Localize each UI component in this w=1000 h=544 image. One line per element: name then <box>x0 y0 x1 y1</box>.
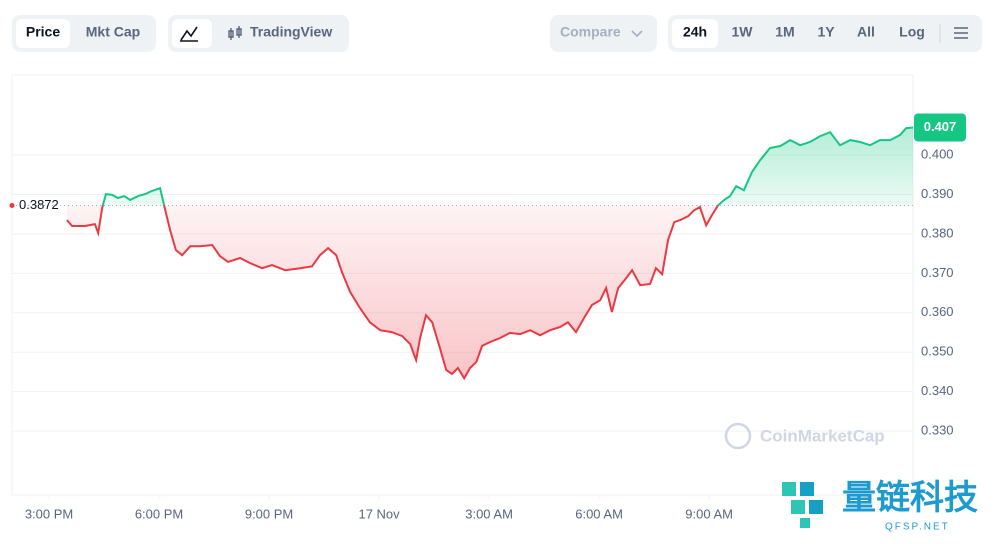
x-tick-label: 3:00 PM <box>25 506 73 521</box>
watermark-logo <box>724 422 752 450</box>
x-tick-label: 9:00 PM <box>245 506 293 521</box>
y-tick-label: 0.400 <box>921 146 954 161</box>
y-tick-label: 0.350 <box>921 344 954 359</box>
settings-icon[interactable] <box>954 27 968 39</box>
range-group <box>668 15 982 52</box>
y-tick-label: 0.370 <box>921 265 954 280</box>
candle-icon <box>228 26 242 40</box>
overlay-logo <box>782 482 823 528</box>
range-label[interactable]: All <box>857 24 875 40</box>
x-tick-label: 9:00 AM <box>685 506 733 521</box>
watermark: CoinMarketCap <box>760 426 885 445</box>
compare-label[interactable]: Compare <box>560 24 621 40</box>
y-tick-label: 0.360 <box>921 304 954 319</box>
y-tick-label: 0.390 <box>921 186 954 201</box>
price-line-up <box>101 126 914 206</box>
chevron <box>631 30 643 38</box>
range-selected <box>672 19 718 48</box>
baseline-label: 0.3872 <box>19 197 59 212</box>
x-tick-label: 3:00 AM <box>465 506 513 521</box>
chart-type-group <box>168 15 349 52</box>
x-tick-label: 17 Nov <box>358 506 400 521</box>
y-tick-label: 0.380 <box>921 225 954 240</box>
price-label[interactable]: Price <box>26 24 60 40</box>
area-down <box>67 205 719 379</box>
area-up <box>67 127 913 206</box>
x-tick-label: 6:00 PM <box>135 506 183 521</box>
range-label[interactable]: 1M <box>775 24 794 40</box>
log-label[interactable]: Log <box>899 24 925 40</box>
x-tick-label: 6:00 AM <box>575 506 623 521</box>
compare-button[interactable] <box>550 15 657 52</box>
overlay-site: QFSP.NET <box>885 522 950 533</box>
range-label[interactable]: 24h <box>683 24 707 40</box>
mkt-cap-label[interactable]: Mkt Cap <box>86 24 140 40</box>
line-icon <box>180 26 198 42</box>
current-price-tag <box>914 113 966 142</box>
baseline-dot <box>9 203 15 209</box>
overlay-brand: 量链科技 <box>842 479 978 517</box>
y-tick-label: 0.340 <box>921 383 954 398</box>
y-tick-label: 0.330 <box>921 423 954 438</box>
price-line-down <box>66 205 720 381</box>
range-label[interactable]: 1Y <box>817 24 835 40</box>
tradingview-label[interactable]: TradingView <box>250 24 332 40</box>
current-price-label: 0.407 <box>924 119 957 134</box>
price-button[interactable] <box>16 19 70 48</box>
plot-frame <box>11 74 914 496</box>
range-label[interactable]: 1W <box>732 24 754 40</box>
